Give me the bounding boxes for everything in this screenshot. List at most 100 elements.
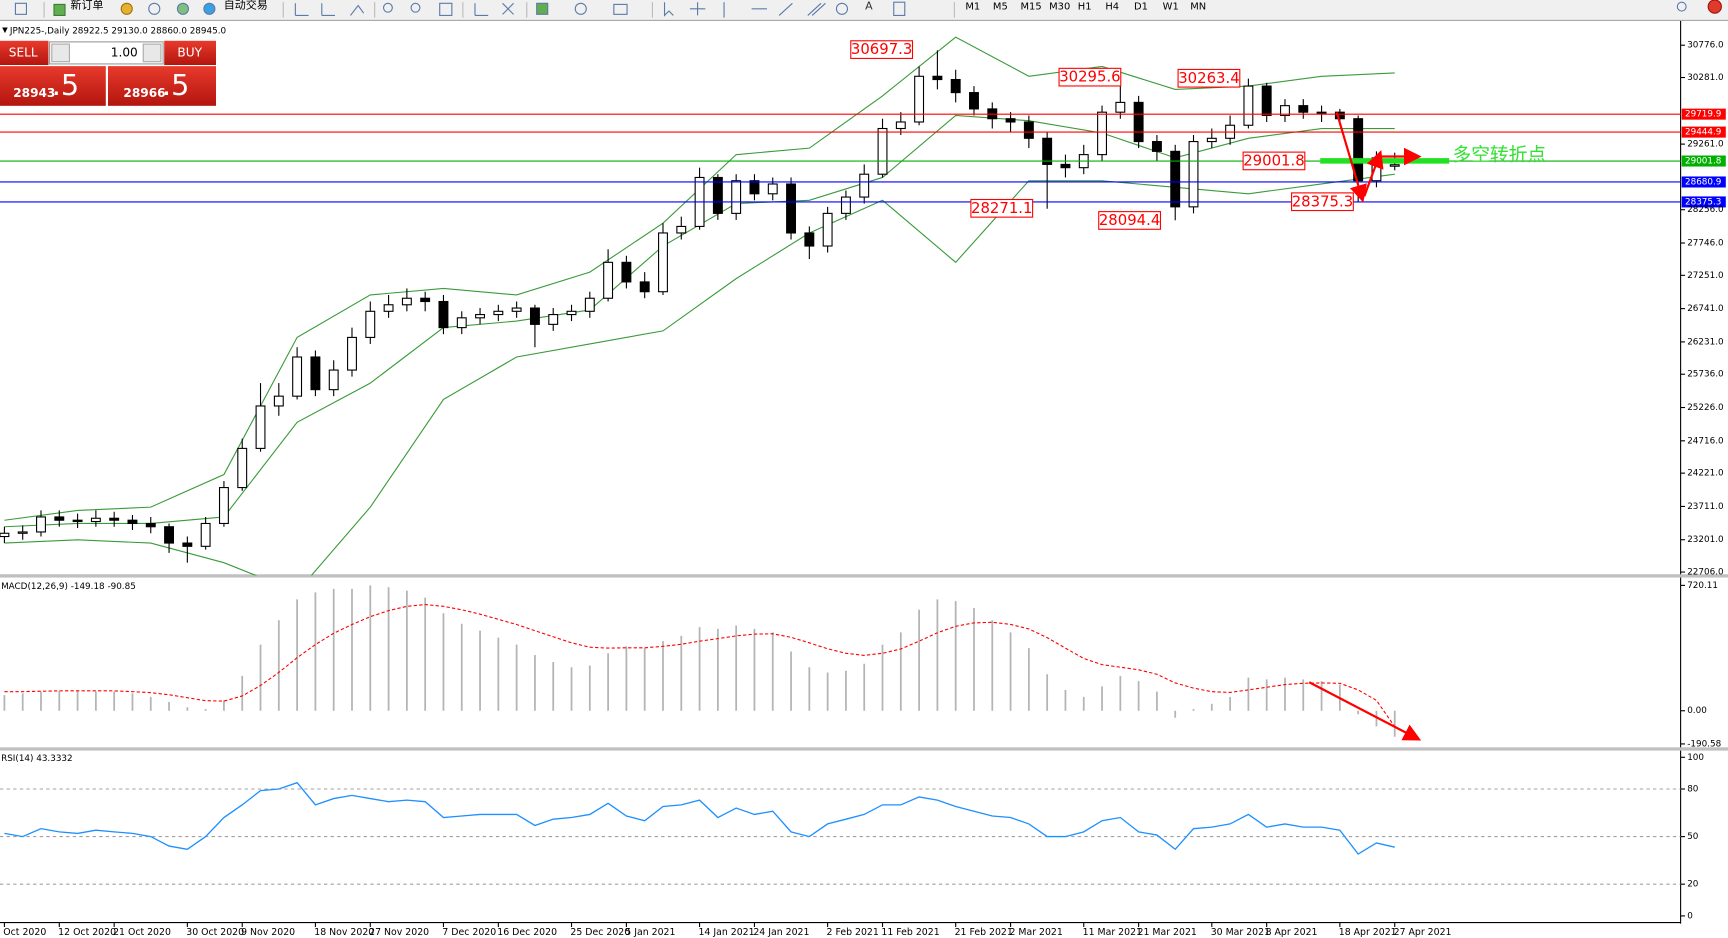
panel-separator	[0, 747, 1728, 751]
candle-body	[127, 519, 138, 525]
price-level-tag	[1681, 126, 1726, 138]
candle-body	[383, 304, 394, 312]
buy-fraction: .5	[162, 68, 189, 102]
y-tick-label: 28256.0	[1687, 205, 1724, 215]
toolbar	[0, 0, 1728, 20]
price-level-label: 29719.9	[1685, 110, 1721, 120]
candle-body	[328, 369, 339, 391]
y-tick-label: 80	[1687, 785, 1699, 795]
candle-body	[822, 212, 833, 247]
candle-body	[310, 356, 321, 391]
x-tick-label: 18 Apr 2021	[1339, 927, 1397, 938]
timeframe-button[interactable]: M1	[965, 2, 980, 13]
panel-plot	[0, 781, 1681, 885]
annotation-note: 多空转折点	[1452, 145, 1546, 166]
timeframe-button[interactable]: W1	[1163, 2, 1179, 13]
candle-body	[1243, 85, 1254, 126]
x-tick-label: 14 Jan 2021	[698, 927, 754, 938]
candle-body	[767, 183, 778, 195]
timeframe-button[interactable]: M15	[1020, 2, 1041, 13]
candle-body	[255, 405, 266, 449]
y-tick-label: 27746.0	[1687, 239, 1724, 249]
y-tick-label: 0.00	[1687, 706, 1707, 716]
candle-body	[676, 225, 687, 234]
annotation-box	[1098, 211, 1161, 230]
timeframe-button[interactable]: M30	[1049, 2, 1070, 13]
y-tick-label: 24716.0	[1687, 436, 1724, 446]
y-tick-label: 29261.0	[1687, 140, 1724, 150]
x-tick-label: 21 Feb 2021	[955, 927, 1013, 938]
y-tick-label: 0	[1687, 911, 1693, 921]
price-level-tag	[1681, 196, 1726, 208]
candle-body	[145, 522, 156, 528]
lot-input[interactable]	[49, 41, 164, 65]
timeframe-button[interactable]: MN	[1190, 2, 1206, 13]
x-tick-label: 7 Dec 2020	[442, 927, 496, 938]
candle-body	[548, 314, 559, 325]
x-tick-label: 11 Mar 2021	[1083, 927, 1142, 938]
candle-body	[731, 180, 742, 214]
sell-label[interactable]: SELL	[9, 45, 38, 59]
buy-price-box[interactable]	[108, 66, 216, 106]
candle-body	[584, 297, 595, 312]
candle-body	[1298, 105, 1309, 113]
price-level-label: 28680.9	[1685, 177, 1721, 187]
y-tick-label: 30281.0	[1687, 73, 1724, 83]
tool-glyph[interactable]: A	[865, 0, 873, 13]
annotation: 28375.3	[1292, 192, 1353, 210]
candle-body	[529, 307, 540, 325]
lot-value[interactable]: 1.00	[111, 45, 138, 59]
candle-body	[54, 516, 65, 521]
candle-body	[438, 300, 449, 329]
candle-body	[237, 447, 248, 489]
candle-body	[292, 356, 303, 397]
sell-fraction: .5	[52, 68, 79, 102]
sell-price-box[interactable]	[0, 66, 106, 106]
candle-body	[566, 310, 577, 316]
lot-spin[interactable]	[142, 43, 162, 63]
plots: 29719.9 29444.9 29001.8 28680.9 28375.3 30697…	[0, 26, 1726, 938]
candle-body	[90, 517, 101, 523]
toolbar-button[interactable]: 自动交易	[224, 0, 268, 12]
annotation: 28271.1	[971, 199, 1032, 217]
timeframe-button[interactable]: M5	[993, 2, 1008, 13]
y-tick-label: 30776.0	[1687, 41, 1724, 51]
buy-label[interactable]: BUY	[177, 45, 202, 59]
x-tick-label: 27 Nov 2020	[369, 927, 429, 938]
y-tick-label: 20	[1687, 880, 1699, 890]
x-tick-label: 18 Nov 2020	[314, 927, 374, 938]
x-tick-label: 11 Feb 2021	[881, 927, 939, 938]
timeframe-button[interactable]: H4	[1105, 2, 1119, 13]
arrow	[1335, 112, 1367, 203]
timeframe-button[interactable]: H1	[1078, 2, 1092, 13]
candle-body	[786, 183, 797, 234]
rsi-line	[4, 781, 1395, 855]
drawn-objects	[1308, 112, 1450, 741]
buy-button[interactable]	[164, 40, 216, 66]
x-tick-label: 12 Oct 2020	[58, 927, 116, 938]
candle-body	[859, 173, 870, 198]
x-tick-label: 9 Nov 2020	[241, 927, 295, 938]
sell-button[interactable]	[0, 40, 49, 66]
annotation-box	[1058, 67, 1122, 87]
candle-body	[1060, 163, 1071, 169]
candle-body	[456, 317, 467, 329]
panel-plot	[3, 585, 1396, 737]
lot-spin[interactable]	[51, 43, 70, 63]
candle-body	[804, 232, 815, 247]
toolbar-button[interactable]: 新订单	[71, 0, 104, 12]
symbol-icon	[2, 27, 8, 34]
timeframe-button[interactable]: D1	[1134, 2, 1148, 13]
annotation-box	[1177, 68, 1241, 88]
candle-body	[0, 532, 10, 538]
price-level-label: 29001.8	[1685, 157, 1721, 167]
candle-body	[1353, 118, 1364, 182]
candle-body	[712, 176, 723, 214]
panel-title: JPN225-,Daily 28922.5 29130.0 28860.0 28…	[9, 26, 227, 36]
price-level-tag	[1681, 155, 1726, 167]
candle-body	[1023, 121, 1034, 139]
candle-body	[200, 522, 211, 547]
x-tick-label: 21 Mar 2021	[1138, 927, 1197, 938]
